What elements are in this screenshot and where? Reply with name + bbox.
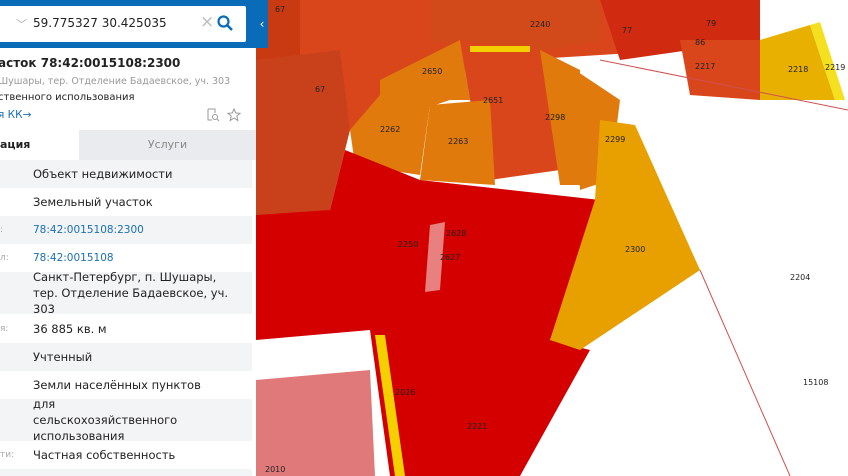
parcel-label: 2300 — [625, 245, 645, 254]
parcel-label: 2299 — [605, 135, 625, 144]
parcel-label: 2218 — [788, 65, 808, 74]
search-header: ﹀ 59.775327 30.425035 × — [0, 0, 256, 48]
table-row: ти: Частная собственность — [0, 448, 176, 462]
parcel-label: 86 — [695, 38, 705, 47]
parcel-label: 67 — [315, 85, 325, 94]
parcel-label: 2026 — [395, 388, 415, 397]
table-row: Объект недвижимости — [0, 160, 252, 188]
info-panel: ﹀ 59.775327 30.425035 × асток 78:42:0015… — [0, 0, 256, 476]
parcel-label: 15108 — [803, 378, 828, 387]
object-use: ственного использования — [0, 92, 135, 103]
search-document-icon[interactable] — [206, 108, 220, 122]
parcel-pink — [256, 370, 375, 476]
search-box[interactable]: ﹀ 59.775327 30.425035 × — [0, 6, 246, 42]
parcel-label: 67 — [275, 5, 285, 14]
object-title: асток 78:42:0015108:2300 — [0, 56, 181, 70]
parcel-label: 2263 — [448, 137, 468, 146]
parcel-label: 2650 — [422, 67, 442, 76]
clear-icon[interactable]: × — [200, 12, 215, 32]
info-table: Объект недвижимости Земельный участок :7… — [0, 160, 252, 476]
parcel-label: 2204 — [790, 273, 810, 282]
search-icon[interactable] — [216, 14, 234, 32]
parcel-label: 2250 — [398, 240, 418, 249]
parcel-label: 2262 — [380, 125, 400, 134]
parcel-2300-selected — [550, 120, 700, 350]
chevron-left-icon: ‹ — [259, 17, 265, 31]
map-canvas[interactable]: 67 2240 77 79 86 2217 2218 2219 2650 67 2651 2… — [256, 0, 848, 476]
table-row: л: 78:42:0015108 — [0, 252, 114, 264]
parcel-label: 2217 — [695, 62, 715, 71]
parcel-label: 2010 — [265, 465, 285, 474]
kk-link[interactable]: я КК→ — [0, 109, 32, 121]
parcel-2263 — [420, 100, 495, 185]
table-row — [0, 469, 252, 476]
object-address: Шушары, тер. Отделение Бадаевское, уч. 3… — [0, 76, 231, 87]
parcel-label: 2628 — [446, 229, 466, 238]
parcel-label: 2219 — [825, 63, 845, 72]
tab-information[interactable]: ация — [0, 130, 79, 160]
parcel-2262 — [350, 95, 430, 175]
chevron-down-icon[interactable]: ﹀ — [16, 18, 27, 31]
parcel-label: 2221 — [467, 422, 487, 431]
parcel-2250 — [256, 150, 600, 476]
table-row: я: 36 885 кв. м — [0, 321, 107, 336]
parcel-label: 2240 — [530, 20, 550, 29]
star-icon[interactable] — [227, 108, 241, 122]
table-row: :78:42:0015108:2300 — [0, 216, 252, 244]
cadastral-quarter-link[interactable]: 78:42:0015108 — [33, 252, 114, 264]
parcel-label: 79 — [706, 19, 716, 28]
table-row: Земельный участок — [33, 195, 153, 209]
search-input[interactable]: 59.775327 30.425035 — [33, 16, 167, 30]
parcel-label: 77 — [622, 26, 632, 35]
parcel-label: 2298 — [545, 113, 565, 122]
table-row: Учтенный — [0, 343, 252, 371]
table-row: Санкт-Петербург, п. Шушары, тер. Отделен… — [0, 270, 252, 316]
parcel-2650 — [380, 40, 470, 110]
cadastral-number-link[interactable]: 78:42:0015108:2300 — [33, 224, 144, 236]
collapse-panel-button[interactable]: ‹ — [256, 0, 268, 48]
parcel-label: 2651 — [483, 96, 503, 105]
tab-services[interactable]: Услуги — [79, 130, 256, 160]
parcel-label: 2627 — [440, 253, 460, 262]
table-row: Земли населённых пунктов — [33, 378, 201, 392]
table-row: для сельскохозяйственного использования — [0, 397, 252, 443]
